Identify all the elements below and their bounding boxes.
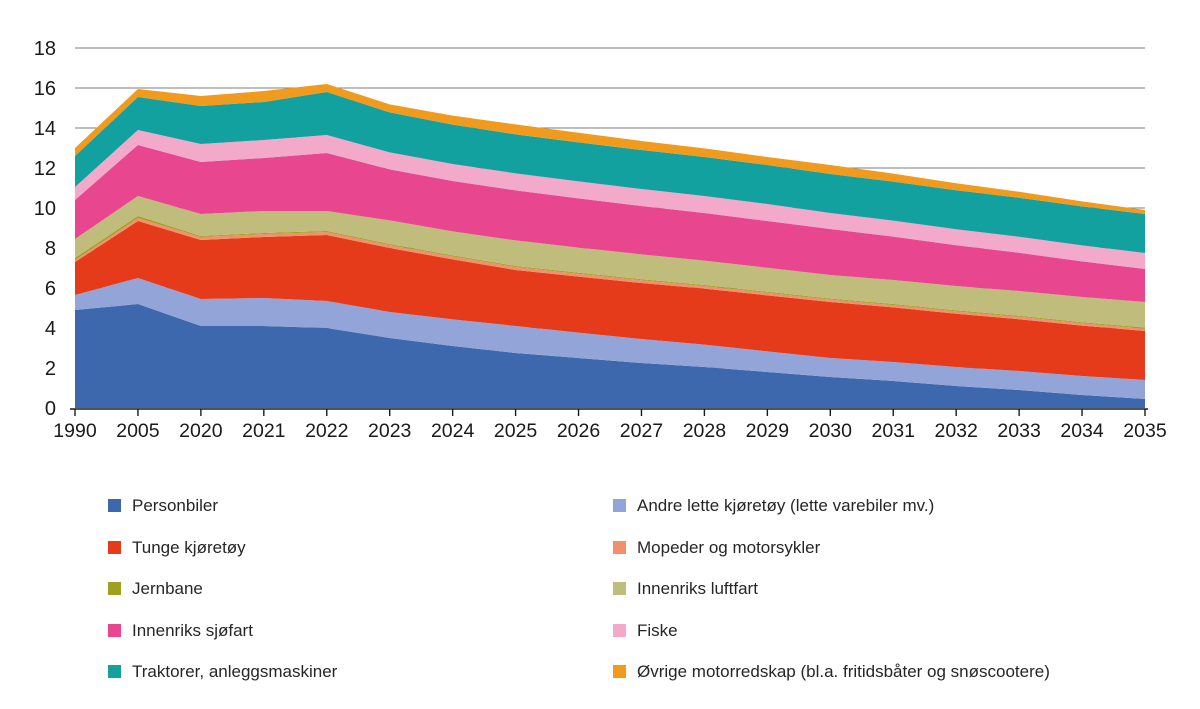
legend-swatch-personbiler	[108, 499, 121, 512]
legend-swatch-tunge-kj-ret-y	[108, 540, 121, 554]
area-andre-lette-kj-ret-y-lette-v	[75, 278, 1145, 399]
y-label-16: 16	[34, 78, 56, 100]
legend-label-vrige-motorredskap-bl-a-frit: Øvrige motorredskap (bl.a. fritidsbåter …	[637, 662, 1050, 682]
x-label-2025: 2025	[494, 420, 538, 442]
x-label-2033: 2033	[997, 420, 1040, 442]
legend-item-vrige-motorredskap-bl-a-frit: Øvrige motorredskap (bl.a. fritidsbåter …	[613, 663, 1050, 680]
x-label-2021: 2021	[242, 420, 285, 442]
y-label-0: 0	[45, 398, 56, 420]
x-label-2035: 2035	[1123, 420, 1167, 442]
x-label-2030: 2030	[809, 420, 853, 442]
legend-label-andre-lette-kj-ret-y-lette-v: Andre lette kjøretøy (lette varebiler mv…	[637, 496, 935, 515]
legend-label-mopeder-og-motorsykler: Mopeder og motorsykler	[637, 537, 821, 557]
x-label-2024: 2024	[431, 420, 475, 442]
y-label-4: 4	[45, 318, 56, 340]
y-label-14: 14	[34, 118, 56, 140]
legend-label-traktorer-anleggsmaskiner: Traktorer, anleggsmaskiner	[132, 662, 338, 682]
y-label-12: 12	[34, 158, 56, 180]
legend-swatch-vrige-motorredskap-bl-a-frit	[613, 665, 626, 679]
legend-label-fiske: Fiske	[637, 620, 678, 640]
area-mopeder-og-motorsykler	[75, 218, 1145, 331]
legend-label-innenriks-sj-fart: Innenriks sjøfart	[132, 620, 253, 640]
x-label-2020: 2020	[179, 420, 223, 442]
x-label-2031: 2031	[872, 420, 915, 442]
stacked-area-chart: 0 2 4 6 8 10 12 14 16 18 1990 2005 2020 2021 2022 2023 2…	[34, 38, 1167, 442]
legend-item-mopeder-og-motorsykler: Mopeder og motorsykler	[613, 539, 820, 556]
x-label-2005: 2005	[116, 420, 160, 442]
area-fiske	[75, 130, 1145, 269]
legend-item-traktorer-anleggsmaskiner: Traktorer, anleggsmaskiner	[108, 663, 337, 680]
area-series	[75, 84, 1145, 408]
legend-item-innenriks-sj-fart: Innenriks sjøfart	[108, 622, 253, 639]
x-label-2028: 2028	[683, 420, 726, 442]
legend-item-innenriks-luftfart: Innenriks luftfart	[613, 580, 758, 597]
legend-swatch-mopeder-og-motorsykler	[613, 540, 626, 554]
y-label-2: 2	[45, 358, 56, 380]
x-axis	[70, 408, 1148, 416]
legend-swatch-innenriks-luftfart	[613, 582, 626, 596]
area-traktorer-anleggsmaskiner	[75, 92, 1145, 253]
x-label-2022: 2022	[305, 420, 348, 442]
legend-item-personbiler: Personbiler	[108, 497, 218, 514]
x-label-1990: 1990	[53, 420, 97, 442]
y-axis-labels: 0 2 4 6 8 10 12 14 16 18	[34, 38, 56, 420]
legend-item-fiske: Fiske	[613, 622, 678, 639]
legend-swatch-fiske	[613, 623, 626, 637]
y-label-10: 10	[34, 198, 56, 220]
x-label-2029: 2029	[746, 420, 789, 442]
x-axis-labels: 1990 2005 2020 2021 2022 2023 2024 2025 2026 2027…	[53, 420, 1167, 442]
legend-swatch-andre-lette-kj-ret-y-lette-v	[613, 499, 626, 512]
area-tunge-kj-ret-y	[75, 221, 1145, 380]
legend-label-personbiler: Personbiler	[132, 496, 218, 515]
area-innenriks-sj-fart	[75, 145, 1145, 302]
x-label-2026: 2026	[557, 420, 600, 442]
legend-swatch-jernbane	[108, 582, 121, 596]
x-label-2032: 2032	[934, 420, 977, 442]
legend-swatch-innenriks-sj-fart	[108, 623, 121, 637]
area-vrige-motorredskap-bl-a-frit	[75, 84, 1145, 214]
area-personbiler	[75, 304, 1145, 408]
y-label-18: 18	[34, 38, 56, 60]
legend-item-jernbane: Jernbane	[108, 580, 203, 597]
legend-swatch-traktorer-anleggsmaskiner	[108, 665, 121, 679]
legend-label-jernbane: Jernbane	[132, 579, 203, 599]
x-label-2023: 2023	[368, 420, 411, 442]
x-label-2034: 2034	[1060, 420, 1104, 442]
y-label-8: 8	[45, 238, 56, 260]
legend-item-tunge-kj-ret-y: Tunge kjøretøy	[108, 539, 246, 556]
x-label-2027: 2027	[620, 420, 663, 442]
legend-label-innenriks-luftfart: Innenriks luftfart	[637, 579, 758, 599]
legend-item-andre-lette-kj-ret-y-lette-v: Andre lette kjøretøy (lette varebiler mv…	[613, 497, 934, 514]
y-label-6: 6	[45, 278, 56, 300]
area-innenriks-luftfart	[75, 196, 1145, 328]
legend-label-tunge-kj-ret-y: Tunge kjøretøy	[132, 537, 246, 557]
